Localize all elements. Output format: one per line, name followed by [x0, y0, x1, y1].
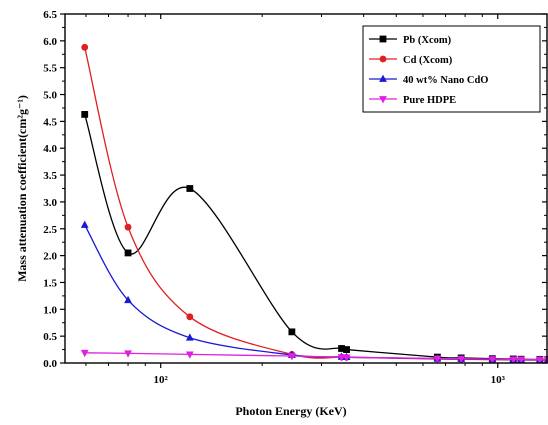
- legend-swatch-marker: [379, 35, 387, 43]
- data-point: [517, 356, 526, 364]
- axes: 0.0 0.5 1.0 1.5 2.0 2.5 3.0 3.5 4.0 4.5 5.0 5.5 6.0 6…: [15, 9, 548, 418]
- y-tick-label: 0.0: [43, 358, 57, 370]
- legend-label: Pb (Xcom): [403, 35, 452, 46]
- x-axis-title: Photon Energy (KeV): [235, 404, 346, 418]
- data-point: [124, 223, 132, 231]
- data-point: [488, 356, 497, 364]
- data-point: [457, 355, 466, 364]
- x-tick-label: 10³: [491, 374, 506, 386]
- data-point: [124, 249, 132, 257]
- data-point: [338, 345, 345, 352]
- y-tick-label: 3.5: [43, 170, 57, 182]
- y-tick-label: 1.0: [43, 304, 57, 316]
- data-point: [186, 313, 194, 321]
- y-tick-label: 2.5: [43, 224, 57, 236]
- legend-box: [362, 25, 541, 113]
- y-tick-label: 0.5: [43, 331, 57, 343]
- y-tick-label: 6.5: [43, 9, 57, 21]
- data-point: [80, 220, 89, 228]
- legend-swatch-marker: [379, 96, 387, 104]
- data-point: [337, 354, 346, 362]
- legend: Pb (Xcom) Cd (Xcom) 40 wt% Nano CdO Pure HD…: [362, 25, 541, 113]
- data-point: [535, 356, 544, 365]
- y-tick-label: 5.5: [43, 63, 57, 75]
- legend-item: Pure HDPE: [369, 95, 456, 106]
- data-point: [124, 295, 132, 304]
- y-tick-label: 2.0: [43, 251, 57, 263]
- legend-label: Cd (Xcom): [403, 55, 453, 66]
- plot-area: [80, 43, 548, 365]
- series-line: [84, 352, 548, 361]
- data-point: [509, 356, 518, 364]
- y-tick-label: 1.5: [43, 277, 57, 289]
- series-line: [84, 224, 548, 361]
- data-point: [81, 43, 89, 51]
- y-axis-title: Mass attenuation coefficient(cm²g⁻¹): [15, 95, 29, 282]
- y-tick-label: 4.0: [43, 143, 57, 155]
- y-tick-label: 5.0: [43, 90, 57, 102]
- y-tick-label: 3.0: [43, 197, 57, 209]
- data-point: [433, 355, 442, 363]
- legend-swatch-marker: [379, 74, 387, 82]
- series-40-wt-nano-cdo: [80, 220, 548, 363]
- legend-item: Cd (Xcom): [369, 55, 453, 66]
- series-pb-xcom-: [81, 111, 548, 364]
- legend-label: Pure HDPE: [403, 95, 456, 106]
- series-pure-hdpe: [80, 349, 548, 365]
- data-point: [185, 351, 194, 359]
- x-tick-label: 10²: [154, 374, 169, 386]
- series-line: [84, 114, 548, 361]
- data-point: [81, 111, 89, 118]
- y-tick-label: 4.5: [43, 116, 57, 128]
- data-point: [343, 346, 350, 353]
- data-point: [124, 350, 132, 358]
- data-point: [80, 349, 89, 358]
- legend-swatch-marker: [379, 55, 387, 63]
- data-point: [185, 333, 194, 341]
- data-point: [288, 328, 296, 336]
- data-point: [186, 185, 194, 192]
- data-point: [342, 354, 351, 362]
- legend-item: 40 wt% Nano CdO: [369, 74, 488, 86]
- data-point: [287, 353, 296, 361]
- legend-item: Pb (Xcom): [369, 35, 452, 46]
- legend-label: 40 wt% Nano CdO: [403, 75, 488, 86]
- y-tick-label: 6.0: [43, 36, 57, 48]
